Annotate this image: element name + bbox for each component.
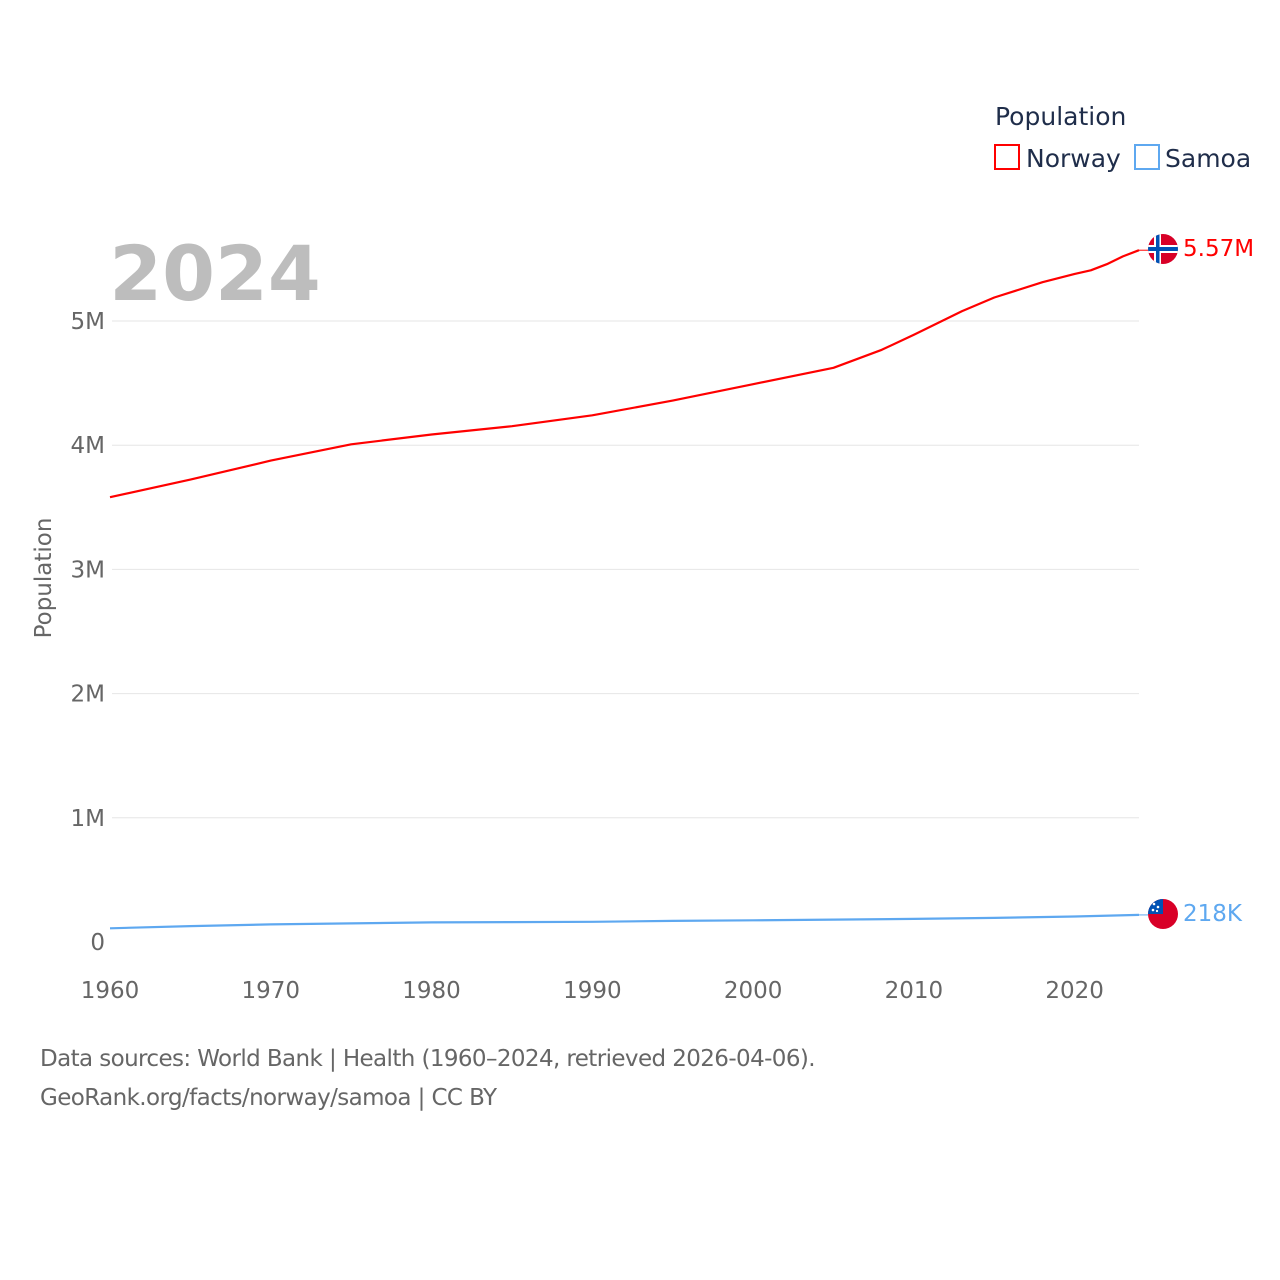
x-tick-label: 1980 (402, 978, 461, 1004)
series-line-norway (109, 249, 1140, 499)
norway-end-label: 5.57M (1183, 236, 1254, 262)
y-tick-label: 1M (71, 806, 105, 832)
norway-flag-icon (1148, 234, 1178, 264)
legend-item-samoa[interactable]: Samoa (1134, 144, 1251, 173)
legend: Population Norway Samoa (994, 102, 1251, 173)
x-tick-label: 1970 (242, 978, 301, 1004)
x-tick-label: 2020 (1045, 978, 1104, 1004)
legend-swatch-norway (994, 144, 1020, 170)
data-sources-text: Data sources: World Bank | Health (1960–… (40, 1046, 816, 1072)
y-tick-label: 2M (71, 682, 105, 708)
y-tick-label: 0 (90, 930, 105, 956)
legend-item-norway[interactable]: Norway (994, 144, 1121, 173)
credit-link[interactable]: GeoRank.org/facts/norway/samoa | CC BY (40, 1085, 497, 1111)
samoa-flag-icon (1148, 899, 1178, 929)
x-tick-label: 2010 (885, 978, 944, 1004)
x-tick-label: 1990 (563, 978, 622, 1004)
x-tick-label: 2000 (724, 978, 783, 1004)
x-tick-label: 1960 (81, 978, 140, 1004)
legend-label-norway: Norway (1026, 144, 1121, 173)
year-label: 2024 (109, 229, 321, 318)
series-line-samoa (109, 913, 1140, 930)
y-tick-label: 5M (71, 309, 105, 335)
legend-title: Population (995, 102, 1126, 131)
legend-label-samoa: Samoa (1165, 144, 1251, 173)
y-tick-label: 4M (71, 433, 105, 459)
y-axis-label: Population (31, 518, 57, 639)
legend-swatch-samoa (1134, 144, 1160, 170)
y-tick-label: 3M (71, 557, 105, 583)
samoa-end-label: 218K (1183, 901, 1243, 927)
